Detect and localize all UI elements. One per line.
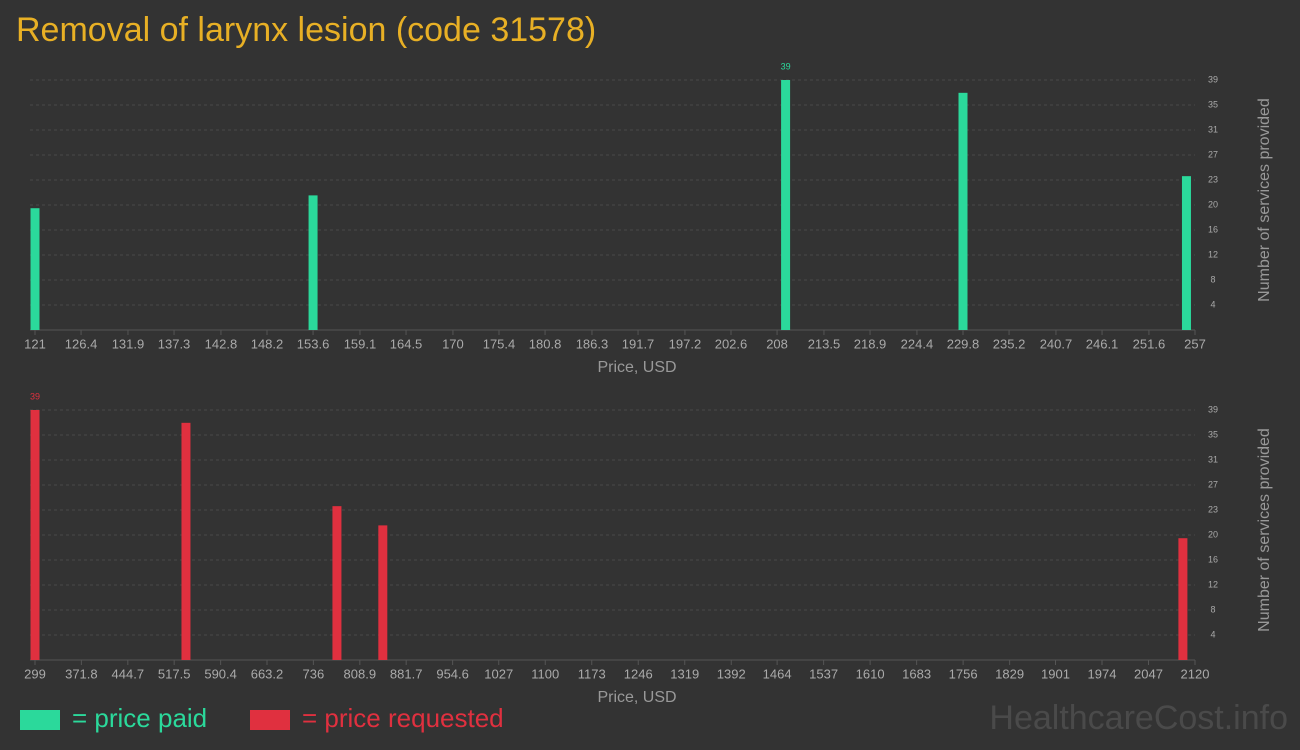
x-tick-label: 246.1 [1086,336,1119,351]
x-tick-label: 213.5 [808,336,841,351]
x-tick-label: 224.4 [901,336,934,351]
y-tick-label: 16 [1208,224,1218,234]
x-tick-label: 444.7 [112,666,145,681]
value-label: 39 [30,391,40,401]
x-tick-label: 1901 [1041,666,1070,681]
y-tick-label: 12 [1208,579,1218,589]
x-tick-label: 202.6 [715,336,748,351]
bar [378,525,388,660]
x-tick-label: 1392 [717,666,746,681]
x-axis-label: Price, USD [597,359,676,376]
y-tick-label: 23 [1208,174,1218,184]
y-tick-label: 35 [1208,429,1218,439]
y-tick-label: 20 [1208,199,1218,209]
y-tick-label: 31 [1208,454,1218,464]
x-tick-label: 170 [442,336,464,351]
x-tick-label: 299 [24,666,46,681]
x-tick-label: 1100 [531,666,559,681]
y-tick-label: 39 [1208,404,1218,414]
x-tick-label: 2047 [1134,666,1163,681]
x-tick-label: 590.4 [204,666,237,681]
bar [308,195,318,330]
x-tick-label: 229.8 [947,336,980,351]
y-tick-label: 27 [1208,149,1218,159]
x-tick-label: 2120 [1181,666,1210,681]
y-tick-label: 35 [1208,99,1218,109]
x-tick-label: 1974 [1088,666,1117,681]
x-tick-label: 159.1 [344,336,377,351]
x-tick-label: 371.8 [65,666,98,681]
y-tick-label: 27 [1208,479,1218,489]
x-tick-label: 235.2 [993,336,1026,351]
value-label: 39 [781,61,791,71]
bar [958,92,968,330]
x-tick-label: 1173 [578,666,606,681]
bar [30,410,40,660]
x-tick-label: 663.2 [251,666,284,681]
y-tick-label: 23 [1208,504,1218,514]
legend-swatch [250,710,290,730]
legend-label: = price paid [72,703,207,733]
x-tick-label: 1756 [949,666,978,681]
x-tick-label: 517.5 [158,666,191,681]
x-tick-label: 881.7 [390,666,423,681]
x-tick-label: 153.6 [297,336,330,351]
x-tick-label: 1319 [670,666,699,681]
bar [1178,538,1188,660]
x-tick-label: 142.8 [205,336,238,351]
x-tick-label: 1246 [624,666,653,681]
x-tick-label: 191.7 [622,336,655,351]
x-tick-label: 131.9 [112,336,145,351]
y-tick-label: 12 [1208,249,1218,259]
bar [30,208,40,330]
y-tick-label: 20 [1208,529,1218,539]
x-tick-label: 808.9 [344,666,377,681]
x-tick-label: 197.2 [669,336,702,351]
x-axis-label: Price, USD [597,689,676,706]
legend-label: = price requested [302,703,504,733]
page-title: Removal of larynx lesion (code 31578) [16,11,596,49]
x-tick-label: 954.6 [436,666,469,681]
bar [181,422,191,660]
x-tick-label: 257 [1184,336,1206,351]
y-tick-label: 16 [1208,554,1218,564]
bar [781,80,791,330]
x-tick-label: 1610 [856,666,885,681]
y-tick-label: 31 [1208,124,1218,134]
y-tick-label: 8 [1210,604,1215,614]
x-tick-label: 1683 [902,666,931,681]
x-tick-label: 1829 [995,666,1024,681]
x-tick-label: 175.4 [483,336,516,351]
bar [332,506,342,660]
x-tick-label: 1464 [763,666,792,681]
x-tick-label: 218.9 [854,336,887,351]
x-tick-label: 137.3 [158,336,191,351]
y-tick-label: 39 [1208,74,1218,84]
y-tick-label: 4 [1210,299,1215,309]
watermark: HealthcareCost.info [989,699,1288,737]
x-tick-label: 1537 [809,666,838,681]
y-axis-label: Number of services provided [1256,98,1273,302]
x-tick-label: 208 [766,336,788,351]
x-tick-label: 180.8 [529,336,562,351]
legend-swatch [20,710,60,730]
x-tick-label: 186.3 [576,336,609,351]
x-tick-label: 251.6 [1133,336,1166,351]
x-tick-label: 164.5 [390,336,423,351]
y-axis-label: Number of services provided [1256,428,1273,632]
x-tick-label: 126.4 [65,336,98,351]
x-tick-label: 736 [303,666,325,681]
y-tick-label: 8 [1210,274,1215,284]
x-tick-label: 148.2 [251,336,284,351]
bar [1181,176,1191,330]
x-tick-label: 121 [24,336,46,351]
x-tick-label: 1027 [484,666,513,681]
x-tick-label: 240.7 [1040,336,1073,351]
y-tick-label: 4 [1210,629,1215,639]
